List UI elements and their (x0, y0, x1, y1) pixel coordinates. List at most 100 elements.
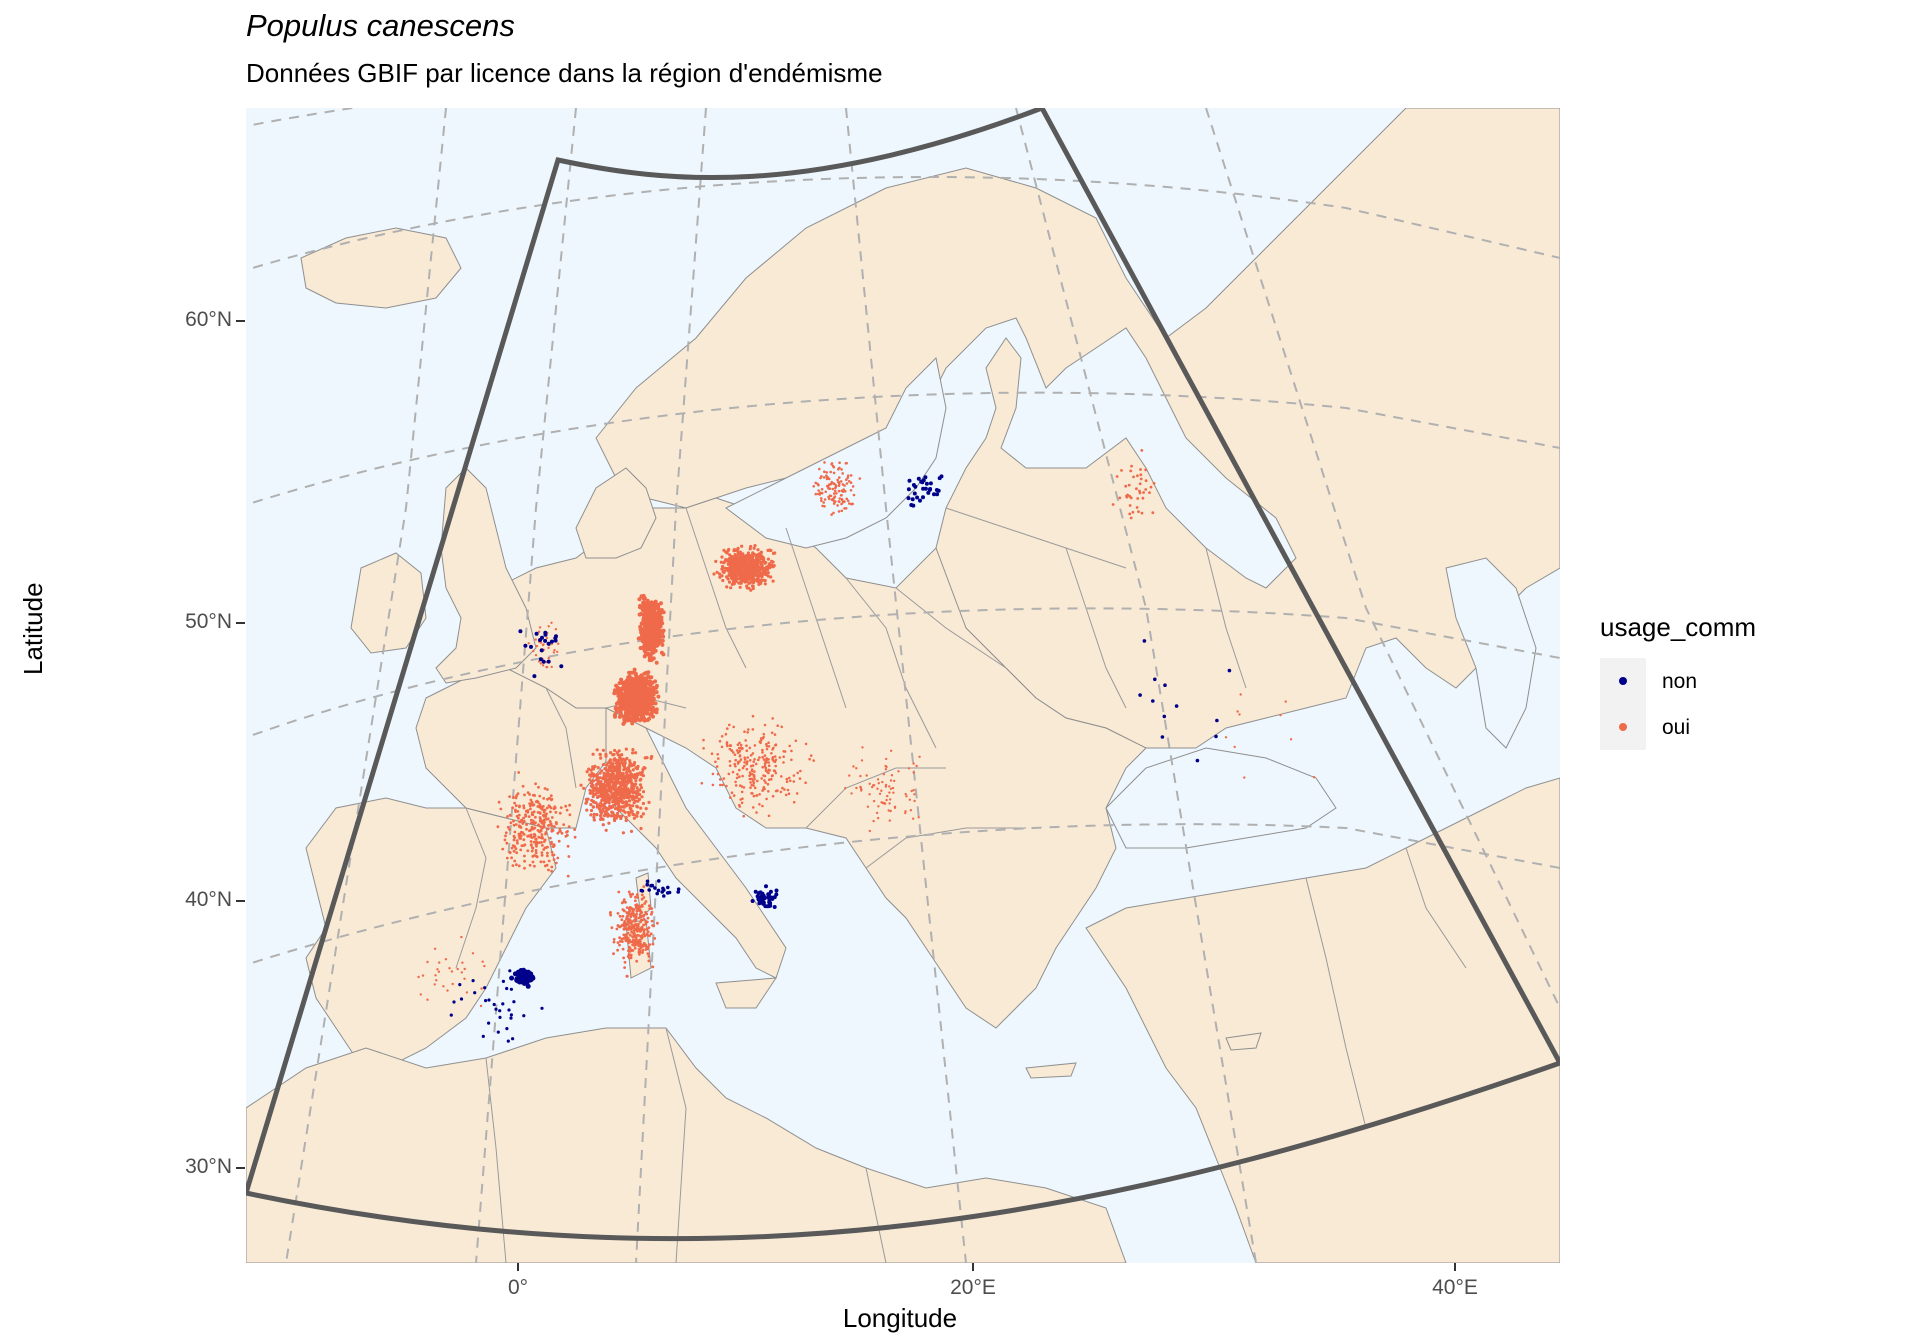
occurrence-point (721, 783, 724, 787)
occurrence-point (653, 640, 658, 645)
occurrence-point (510, 846, 514, 850)
occurrence-point (460, 971, 463, 974)
occurrence-point (647, 642, 652, 647)
occurrence-point (587, 767, 591, 771)
occurrence-point (638, 913, 642, 916)
occurrence-point (535, 841, 538, 845)
occurrence-point (1238, 713, 1241, 716)
occurrence-point (434, 974, 437, 977)
occurrence-point (893, 779, 896, 783)
occurrence-point (659, 615, 664, 620)
occurrence-point (720, 555, 724, 559)
occurrence-point (629, 680, 634, 685)
occurrence-point (458, 983, 462, 987)
occurrence-point (621, 908, 625, 911)
occurrence-point (598, 752, 602, 756)
occurrence-point (646, 930, 650, 934)
occurrence-point (656, 921, 659, 925)
occurrence-point (604, 766, 608, 771)
occurrence-point (444, 958, 448, 961)
occurrence-point (523, 969, 529, 975)
occurrence-point (832, 471, 836, 475)
occurrence-point (837, 467, 840, 471)
occurrence-point (717, 757, 720, 760)
occurrence-point (551, 853, 554, 857)
occurrence-point (784, 793, 788, 797)
occurrence-point (638, 908, 642, 912)
occurrence-point (723, 559, 727, 563)
occurrence-point (748, 771, 752, 774)
occurrence-point (638, 783, 643, 787)
occurrence-point (505, 1027, 509, 1031)
occurrence-point (859, 774, 862, 778)
occurrence-point (744, 739, 747, 742)
occurrence-point (636, 810, 640, 815)
occurrence-point (632, 938, 635, 941)
occurrence-point (647, 699, 652, 704)
occurrence-point (529, 843, 533, 847)
occurrence-point (546, 851, 549, 855)
occurrence-point (556, 856, 560, 860)
occurrence-point (654, 707, 659, 712)
occurrence-point (761, 765, 764, 769)
occurrence-point (524, 813, 527, 817)
land-north-africa (246, 1027, 1127, 1263)
occurrence-point (535, 855, 539, 859)
occurrence-point (832, 465, 836, 469)
occurrence-point (536, 805, 540, 808)
occurrence-point (1118, 496, 1122, 500)
occurrence-point (654, 660, 659, 665)
occurrence-point (539, 648, 544, 653)
occurrence-point (632, 667, 637, 672)
occurrence-point (891, 786, 895, 790)
occurrence-point (734, 558, 738, 562)
occurrence-point (553, 636, 558, 641)
occurrence-point (889, 798, 892, 801)
occurrence-point (638, 792, 642, 797)
occurrence-point (747, 728, 750, 731)
occurrence-point (639, 786, 643, 790)
occurrence-point (522, 838, 526, 842)
occurrence-point (634, 899, 637, 903)
occurrence-point (739, 554, 743, 558)
occurrence-point (1236, 710, 1239, 713)
occurrence-point (764, 767, 768, 770)
x-tick-label-40: 40°E (1432, 1276, 1478, 1299)
occurrence-point (607, 800, 611, 804)
occurrence-point (647, 955, 651, 958)
occurrence-point (600, 769, 604, 773)
occurrence-point (553, 825, 556, 828)
occurrence-point (762, 570, 766, 574)
occurrence-point (752, 784, 755, 787)
occurrence-point (595, 748, 599, 752)
occurrence-point (632, 801, 636, 805)
x-tick-40 (1454, 1263, 1456, 1271)
occurrence-point (632, 816, 636, 820)
occurrence-point (542, 797, 546, 800)
occurrence-point (639, 826, 643, 831)
occurrence-point (609, 751, 613, 755)
occurrence-point (417, 975, 420, 979)
occurrence-point (592, 815, 596, 819)
occurrence-point (508, 969, 512, 973)
occurrence-point (543, 838, 547, 842)
occurrence-point (758, 756, 761, 759)
y-tick-label-60: 60°N (185, 308, 232, 331)
occurrence-point (602, 786, 606, 791)
legend-key-non (1600, 658, 1646, 704)
occurrence-point (730, 582, 734, 586)
occurrence-point (1224, 736, 1228, 739)
occurrence-point (774, 771, 778, 775)
occurrence-point (433, 947, 437, 950)
occurrence-point (622, 937, 626, 940)
occurrence-point (1153, 677, 1157, 682)
y-tick-60 (236, 320, 245, 322)
occurrence-point (627, 890, 631, 894)
occurrence-point (531, 821, 535, 825)
occurrence-point (827, 483, 831, 487)
occurrence-point (612, 938, 616, 941)
occurrence-point (700, 781, 704, 785)
occurrence-point (850, 792, 853, 795)
occurrence-point (756, 891, 761, 896)
occurrence-point (627, 803, 632, 807)
